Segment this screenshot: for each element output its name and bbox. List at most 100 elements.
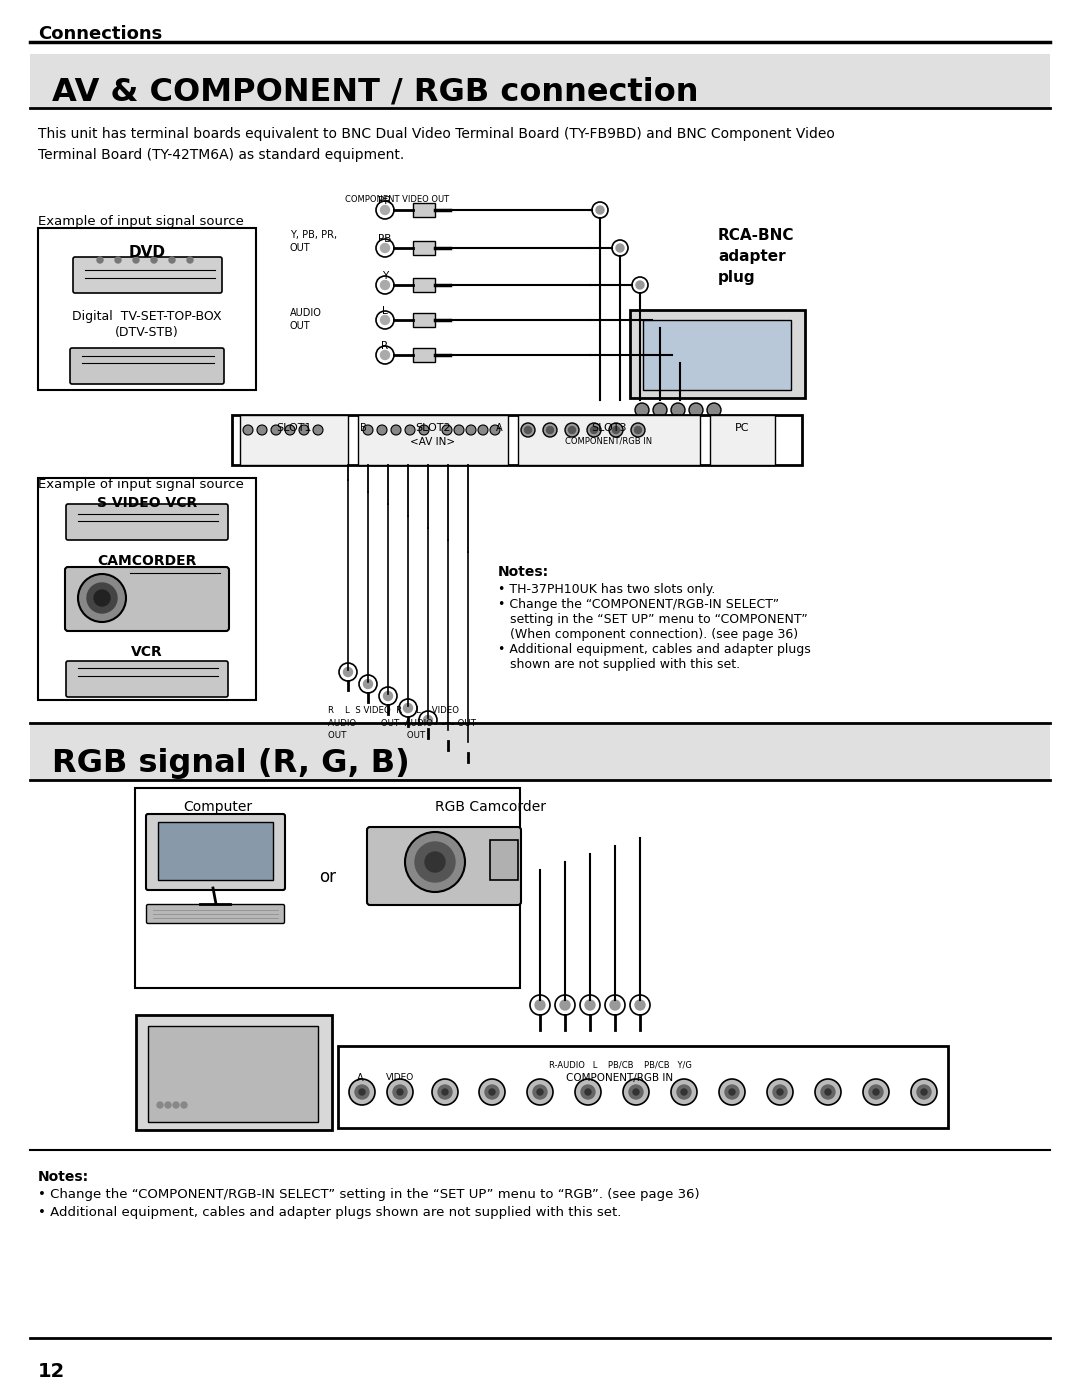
Circle shape	[377, 425, 387, 434]
Text: DVD: DVD	[129, 244, 165, 260]
Circle shape	[173, 1102, 179, 1108]
Circle shape	[588, 423, 600, 437]
Text: SLOT2: SLOT2	[415, 423, 450, 433]
Circle shape	[543, 423, 557, 437]
Circle shape	[355, 1085, 369, 1099]
Circle shape	[359, 1090, 365, 1095]
Text: Y, PB, PR,
OUT: Y, PB, PR, OUT	[291, 231, 337, 253]
Bar	[490, 840, 518, 880]
Circle shape	[525, 426, 531, 433]
Circle shape	[671, 402, 685, 416]
Circle shape	[442, 425, 453, 434]
Circle shape	[568, 426, 576, 433]
Circle shape	[349, 1078, 375, 1105]
Circle shape	[561, 1000, 570, 1010]
Circle shape	[376, 239, 394, 257]
Circle shape	[489, 1090, 495, 1095]
Text: Notes:: Notes:	[498, 564, 549, 578]
Circle shape	[777, 1090, 783, 1095]
FancyBboxPatch shape	[147, 904, 284, 923]
Circle shape	[397, 1090, 403, 1095]
Circle shape	[78, 574, 126, 622]
Text: R    L  S VIDEO  R     L    VIDEO
AUDIO         OUT  AUDIO         OUT
OUT      : R L S VIDEO R L VIDEO AUDIO OUT AUDIO OU…	[328, 705, 476, 740]
Circle shape	[391, 425, 401, 434]
Text: VCR: VCR	[131, 645, 163, 659]
Circle shape	[405, 833, 465, 893]
Circle shape	[921, 1090, 927, 1095]
Text: A: A	[496, 423, 502, 433]
Text: SLOT3: SLOT3	[591, 423, 626, 433]
Text: Digital  TV-SET-TOP-BOX
(DTV-STB): Digital TV-SET-TOP-BOX (DTV-STB)	[72, 310, 221, 339]
Text: RCA-BNC
adapter
plug: RCA-BNC adapter plug	[718, 228, 795, 285]
Text: • TH-37PH10UK has two slots only.: • TH-37PH10UK has two slots only.	[498, 583, 715, 597]
Bar	[38, 228, 256, 390]
Circle shape	[380, 205, 390, 215]
Circle shape	[630, 995, 650, 1016]
Text: • Additional equipment, cables and adapter plugs shown are not supplied with thi: • Additional equipment, cables and adapt…	[38, 1206, 621, 1220]
Text: setting in the “SET UP” menu to “COMPONENT”: setting in the “SET UP” menu to “COMPONE…	[498, 613, 808, 626]
Circle shape	[442, 1090, 448, 1095]
Circle shape	[419, 425, 429, 434]
Circle shape	[912, 1078, 937, 1105]
Circle shape	[623, 1078, 649, 1105]
Bar	[240, 415, 348, 465]
Text: shown are not supplied with this set.: shown are not supplied with this set.	[498, 658, 740, 671]
Circle shape	[257, 425, 267, 434]
Circle shape	[363, 425, 373, 434]
Text: Example of input signal source: Example of input signal source	[38, 478, 244, 490]
Circle shape	[676, 351, 684, 359]
Bar	[158, 821, 273, 880]
Circle shape	[535, 1000, 545, 1010]
Circle shape	[444, 728, 453, 736]
Circle shape	[480, 1078, 505, 1105]
Circle shape	[581, 1085, 595, 1099]
Bar	[135, 788, 519, 988]
Text: or: or	[320, 868, 337, 886]
Circle shape	[399, 698, 417, 717]
Circle shape	[343, 668, 352, 676]
Text: R: R	[381, 341, 389, 351]
Circle shape	[438, 1085, 453, 1099]
Circle shape	[478, 425, 488, 434]
Text: Notes:: Notes:	[38, 1171, 90, 1185]
Text: S VIDEO VCR: S VIDEO VCR	[97, 496, 198, 510]
Circle shape	[379, 687, 397, 705]
Circle shape	[677, 1085, 691, 1099]
Bar	[518, 415, 700, 465]
Bar	[38, 478, 256, 700]
Circle shape	[151, 257, 157, 263]
Text: SLOT1: SLOT1	[276, 423, 312, 433]
Circle shape	[415, 842, 455, 882]
Circle shape	[725, 1085, 739, 1099]
Bar	[710, 415, 775, 465]
Text: COMPONENT VIDEO OUT: COMPONENT VIDEO OUT	[345, 196, 449, 204]
Text: Example of input signal source: Example of input signal source	[38, 215, 244, 228]
Circle shape	[653, 402, 667, 416]
Bar	[148, 1025, 318, 1122]
Bar	[413, 313, 435, 327]
Circle shape	[459, 735, 477, 753]
FancyBboxPatch shape	[146, 814, 285, 890]
Circle shape	[635, 1000, 645, 1010]
Bar	[338, 1046, 948, 1127]
Bar	[232, 415, 802, 465]
Circle shape	[485, 1085, 499, 1099]
Circle shape	[612, 426, 620, 433]
Text: 12: 12	[38, 1362, 65, 1382]
Circle shape	[376, 312, 394, 330]
Circle shape	[133, 257, 139, 263]
Text: • Change the “COMPONENT/RGB-IN SELECT”: • Change the “COMPONENT/RGB-IN SELECT”	[498, 598, 779, 610]
Text: PC: PC	[734, 423, 750, 433]
Circle shape	[656, 316, 664, 324]
Circle shape	[633, 1090, 639, 1095]
Bar	[413, 203, 435, 217]
Circle shape	[168, 257, 175, 263]
Bar	[630, 310, 805, 398]
Circle shape	[672, 346, 688, 363]
Circle shape	[313, 425, 323, 434]
Circle shape	[815, 1078, 841, 1105]
Circle shape	[632, 277, 648, 293]
Text: CAMCORDER: CAMCORDER	[97, 555, 197, 569]
Circle shape	[821, 1085, 835, 1099]
Circle shape	[87, 583, 117, 613]
